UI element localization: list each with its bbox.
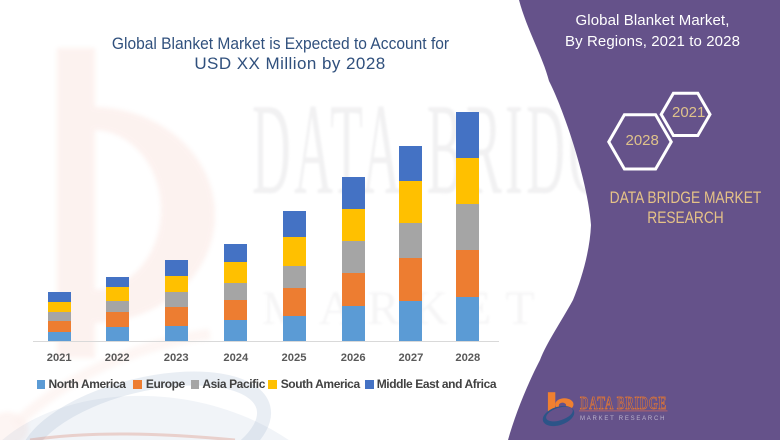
svg-text:MARKET RESEARCH: MARKET RESEARCH bbox=[580, 416, 666, 422]
svg-text:DATA BRIDGE: DATA BRIDGE bbox=[580, 395, 667, 414]
